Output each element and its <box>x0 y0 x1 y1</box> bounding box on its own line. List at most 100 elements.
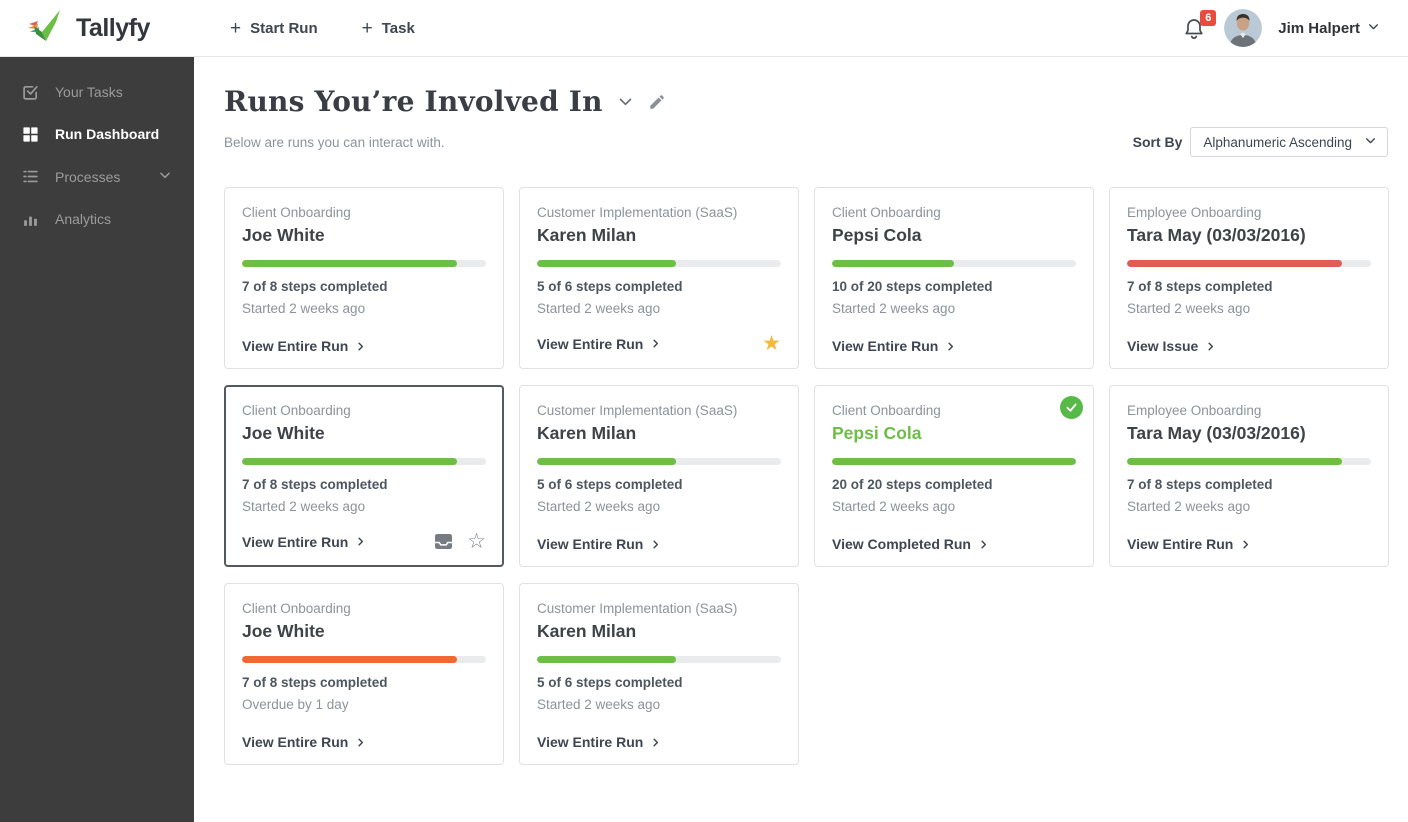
chevron-down-icon <box>1364 134 1377 150</box>
progress-bar <box>537 260 781 267</box>
start-run-button[interactable]: + Start Run <box>230 19 318 38</box>
sidebar: Your Tasks Run Dashboard Processes <box>0 57 194 822</box>
steps-completed-label: 10 of 20 steps completed <box>832 279 993 294</box>
run-template-name: Employee Onboarding <box>1127 403 1262 418</box>
chevron-down-icon <box>1367 20 1380 37</box>
chevron-right-icon <box>945 341 956 352</box>
run-card[interactable]: Customer Implementation (SaaS) Karen Mila… <box>519 187 799 369</box>
progress-bar <box>242 656 486 663</box>
view-run-link-label: View Entire Run <box>537 335 644 352</box>
avatar[interactable] <box>1224 9 1263 47</box>
view-run-link[interactable]: View Entire Run <box>537 734 661 750</box>
run-title: Tara May (03/03/2016) <box>1127 423 1306 443</box>
user-name-label: Jim Halpert <box>1278 19 1360 37</box>
run-status-label: Started 2 weeks ago <box>832 301 956 316</box>
view-run-link[interactable]: View Entire Run <box>242 338 366 354</box>
view-run-link[interactable]: View Completed Run <box>832 536 989 552</box>
run-card[interactable]: Client Onboarding Joe White 7 of 8 steps c… <box>224 187 504 369</box>
inbox-icon[interactable] <box>434 533 453 550</box>
run-card[interactable]: Client Onboarding Pepsi Cola 20 of 20 step… <box>814 385 1094 567</box>
run-template-name: Customer Implementation (SaaS) <box>537 601 738 616</box>
view-run-link[interactable]: View Entire Run <box>537 536 661 552</box>
runs-grid: Client Onboarding Joe White 7 of 8 steps c… <box>224 187 1404 765</box>
run-template-name: Customer Implementation (SaaS) <box>537 205 738 220</box>
run-template-name: Customer Implementation (SaaS) <box>537 403 738 418</box>
start-run-label: Start Run <box>250 19 318 37</box>
plus-icon: + <box>230 17 242 39</box>
chevron-right-icon <box>355 737 366 748</box>
page-title: Runs You’re Involved In <box>224 85 603 118</box>
star-filled-icon[interactable]: ★ <box>762 332 781 355</box>
run-status-label: Started 2 weeks ago <box>537 697 661 712</box>
run-card[interactable]: Customer Implementation (SaaS) Karen Mila… <box>519 385 799 567</box>
chevron-right-icon <box>650 737 661 748</box>
user-menu[interactable]: Jim Halpert <box>1278 20 1380 37</box>
steps-completed-label: 5 of 6 steps completed <box>537 279 683 294</box>
progress-bar <box>537 458 781 465</box>
task-label: Task <box>381 19 415 37</box>
star-outline-icon[interactable]: ☆ <box>467 530 486 553</box>
sidebar-item-label: Processes <box>55 168 121 185</box>
view-run-link[interactable]: View Entire Run <box>242 734 366 750</box>
progress-bar <box>242 260 486 267</box>
run-status-label: Overdue by 1 day <box>242 697 349 712</box>
task-button[interactable]: + Task <box>362 19 415 38</box>
view-run-link[interactable]: View Entire Run <box>242 534 366 550</box>
view-run-link[interactable]: View Entire Run <box>1127 536 1251 552</box>
run-card[interactable]: Customer Implementation (SaaS) Karen Mila… <box>519 583 799 765</box>
view-run-link-label: View Entire Run <box>1127 536 1234 552</box>
edit-pencil-icon[interactable] <box>648 93 666 111</box>
notifications-button[interactable]: 6 <box>1182 10 1217 41</box>
logo-text: Tallyfy <box>76 13 150 42</box>
view-run-link[interactable]: View Entire Run <box>537 336 661 352</box>
sidebar-item-your-tasks[interactable]: Your Tasks <box>0 71 194 113</box>
progress-bar <box>537 656 781 663</box>
title-chevron-down-icon[interactable] <box>617 93 634 110</box>
run-title: Pepsi Cola <box>832 225 922 245</box>
view-run-link-label: View Entire Run <box>242 533 349 550</box>
view-run-link-label: View Issue <box>1127 338 1199 354</box>
run-card[interactable]: Client Onboarding Joe White 7 of 8 steps c… <box>224 583 504 765</box>
page-subtitle: Below are runs you can interact with. <box>224 134 445 150</box>
run-title: Karen Milan <box>537 423 637 443</box>
chevron-right-icon <box>355 536 366 547</box>
view-run-link-label: View Entire Run <box>832 338 939 354</box>
steps-completed-label: 7 of 8 steps completed <box>242 477 388 492</box>
notification-count-badge: 6 <box>1200 10 1217 26</box>
run-title: Karen Milan <box>537 621 637 641</box>
bar-chart-icon <box>22 211 40 227</box>
sidebar-item-run-dashboard[interactable]: Run Dashboard <box>0 113 194 155</box>
run-status-label: Started 2 weeks ago <box>832 499 956 514</box>
run-status-label: Started 2 weeks ago <box>1127 499 1251 514</box>
sort-select[interactable]: Alphanumeric Ascending <box>1190 127 1388 157</box>
run-card[interactable]: Employee Onboarding Tara May (03/03/2016)… <box>1109 187 1389 369</box>
chevron-right-icon <box>1205 341 1216 352</box>
run-card[interactable]: Employee Onboarding Tara May (03/03/2016)… <box>1109 385 1389 567</box>
steps-completed-label: 7 of 8 steps completed <box>242 675 388 690</box>
run-title: Joe White <box>242 423 325 443</box>
main-content: Runs You’re Involved In Below are runs y… <box>194 57 1408 822</box>
run-title: Joe White <box>242 225 325 245</box>
sidebar-item-label: Your Tasks <box>55 84 123 100</box>
run-title: Pepsi Cola <box>832 423 922 443</box>
bell-icon <box>1182 19 1206 45</box>
view-run-link[interactable]: View Entire Run <box>832 338 956 354</box>
steps-completed-label: 7 of 8 steps completed <box>1127 279 1273 294</box>
view-run-link[interactable]: View Issue <box>1127 338 1216 354</box>
sidebar-item-analytics[interactable]: Analytics <box>0 198 194 240</box>
tasks-check-icon <box>22 84 40 100</box>
progress-bar <box>1127 458 1371 465</box>
run-template-name: Client Onboarding <box>832 403 941 418</box>
run-status-label: Started 2 weeks ago <box>242 301 366 316</box>
run-title: Karen Milan <box>537 225 637 245</box>
run-card[interactable]: Client Onboarding Pepsi Cola 10 of 20 step… <box>814 187 1094 369</box>
progress-bar <box>832 458 1076 465</box>
view-run-link-label: View Entire Run <box>242 734 349 750</box>
sidebar-item-label: Analytics <box>55 211 112 227</box>
list-icon <box>22 169 40 185</box>
run-card[interactable]: Client Onboarding Joe White 7 of 8 steps c… <box>224 385 504 567</box>
sidebar-item-processes[interactable]: Processes <box>0 155 194 198</box>
completed-check-badge-icon <box>1060 396 1083 419</box>
run-title: Tara May (03/03/2016) <box>1127 225 1306 245</box>
app-logo[interactable]: Tallyfy <box>0 8 194 49</box>
